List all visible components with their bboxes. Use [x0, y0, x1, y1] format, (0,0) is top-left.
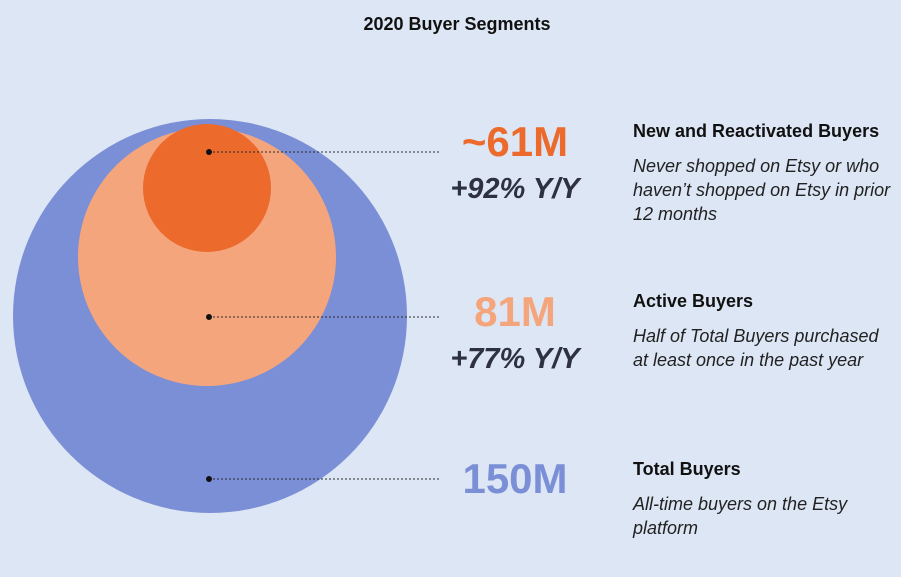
- value-label-new-reactivated: ~61M: [461, 118, 569, 165]
- leader-dot-total: [206, 476, 212, 482]
- growth-label-new-reactivated: +92% Y/Y: [450, 173, 580, 205]
- metric-total: 150M: [420, 457, 610, 501]
- leader-dot-active: [206, 314, 212, 320]
- segment-title-total: Total Buyers: [633, 459, 741, 479]
- value-label-active: 81M: [474, 288, 556, 335]
- segment-title-new-reactivated: New and Reactivated Buyers: [633, 121, 880, 141]
- segment-title-active: Active Buyers: [633, 291, 754, 311]
- segment-description-active: Half of Total Buyers purchased at least …: [633, 326, 879, 370]
- metric-active: 81M +77% Y/Y: [420, 288, 610, 376]
- segment-new-reactivated: New and Reactivated Buyers Never shopped…: [633, 120, 898, 226]
- bubble-active-buyers: [78, 128, 336, 386]
- segment-total: Total Buyers All-time buyers on the Etsy…: [633, 458, 898, 540]
- metric-new-reactivated: ~61M +92% Y/Y: [420, 118, 610, 206]
- segment-description-new-reactivated: Never shopped on Etsy or who haven’t sho…: [633, 156, 891, 224]
- bubble-new-reactivated-buyers: [143, 124, 271, 252]
- segment-active: Active Buyers Half of Total Buyers purch…: [633, 290, 898, 372]
- leader-dot-new-reactivated: [206, 149, 212, 155]
- value-label-total: 150M: [462, 455, 568, 502]
- segment-description-total: All-time buyers on the Etsy platform: [633, 494, 848, 538]
- growth-label-active: +77% Y/Y: [450, 343, 580, 375]
- chart-title: 2020 Buyer Segments: [363, 14, 551, 34]
